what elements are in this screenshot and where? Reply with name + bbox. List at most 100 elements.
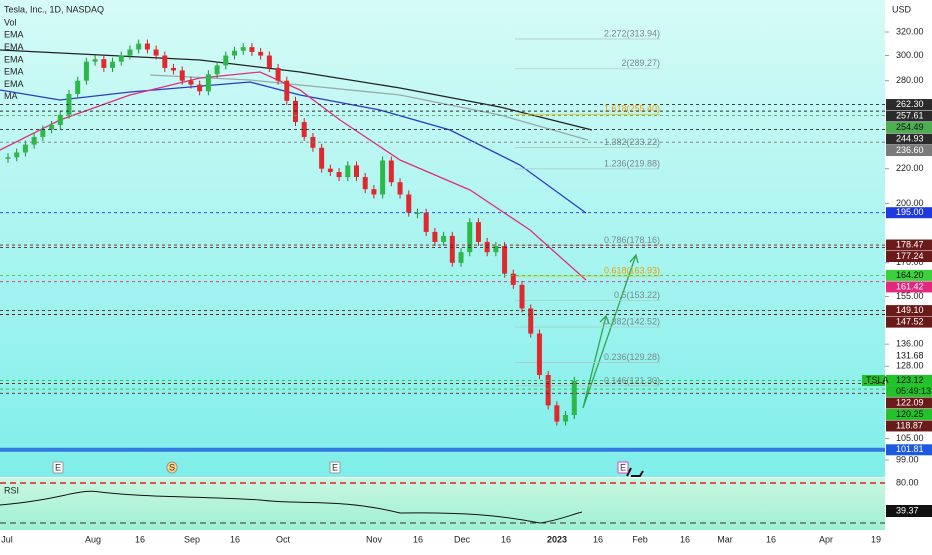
candle [83, 61, 89, 81]
candle [49, 124, 55, 130]
symbol-title: Tesla, Inc., 1D, NASDAQ [4, 4, 104, 14]
candle [127, 49, 133, 56]
price-badge-label: 257.61 [896, 110, 924, 120]
price-tick-label: 220.00 [896, 163, 924, 173]
candle [362, 177, 368, 190]
price-badge [886, 145, 932, 157]
price-badge-label: 120.25 [896, 409, 924, 419]
candle [171, 67, 177, 71]
rsi-badge [886, 505, 932, 517]
indicator-name: EMA [4, 42, 24, 52]
candle [554, 405, 560, 422]
candle [380, 160, 386, 195]
candle [136, 43, 142, 50]
price-badge-label: 123.12 [896, 375, 924, 385]
price-badge [886, 133, 932, 145]
price-badge [886, 251, 932, 263]
candle [14, 152, 20, 158]
price-badge-label: 262.30 [896, 99, 924, 109]
candle [223, 55, 229, 66]
time-axis [0, 530, 885, 550]
time-label: Oct [276, 534, 291, 544]
time-label: Feb [632, 534, 648, 544]
candle [75, 80, 81, 94]
price-tick-label: 170.00 [896, 257, 924, 267]
candle [258, 51, 264, 56]
time-label: 16 [766, 534, 776, 544]
price-badge-label: 101.81 [896, 444, 924, 454]
price-badge-label: 236.60 [896, 145, 924, 155]
price-tick-label: 128.00 [896, 361, 924, 371]
candle [179, 70, 185, 81]
price-badge [886, 408, 932, 420]
time-label: Dec [454, 534, 471, 544]
rsi-title: RSI [4, 485, 19, 495]
event-icon [166, 461, 178, 474]
pointer-icon [626, 467, 644, 477]
candle [545, 374, 551, 406]
time-label: 16 [593, 534, 603, 544]
candle [397, 182, 403, 195]
event-label: E [332, 462, 338, 472]
symbol-badge [862, 374, 885, 386]
price-tick-label: 155.00 [896, 291, 924, 301]
indicator-name: EMA [4, 79, 24, 89]
time-label: 2023 [547, 534, 567, 544]
event-icon [52, 461, 64, 474]
candle [449, 235, 455, 263]
price-badge [886, 420, 932, 432]
candle [144, 43, 150, 50]
candle [502, 245, 508, 274]
candle [353, 165, 359, 178]
candle [414, 212, 420, 215]
event-icon [617, 461, 629, 474]
candle [162, 55, 168, 68]
candle [275, 67, 281, 81]
indicator-name: EMA [4, 54, 24, 64]
candle [528, 308, 534, 334]
price-badge-label: 147.52 [896, 316, 924, 326]
time-label: Sep [184, 534, 200, 544]
price-badge [886, 110, 932, 122]
price-tick-label: 300.00 [896, 50, 924, 60]
price-badge [886, 99, 932, 111]
fib-label: 2(289.27) [621, 58, 660, 68]
candle [31, 136, 37, 145]
rsi-line [0, 490, 583, 524]
candle [110, 61, 116, 68]
price-tick-label: 200.00 [896, 198, 924, 208]
candle [57, 114, 63, 125]
time-label: 16 [230, 534, 240, 544]
time-label: Jul [1, 534, 13, 544]
candle [301, 122, 307, 137]
candle [519, 284, 525, 309]
candle [423, 212, 429, 232]
symbol-label: TSLA [866, 375, 889, 385]
candle [484, 241, 490, 253]
price-badge-label: 164.20 [896, 270, 924, 280]
candle [388, 160, 394, 183]
price-badge [886, 122, 932, 134]
price-badge [886, 305, 932, 317]
indicator-name: EMA [4, 67, 24, 77]
indicator-name: EMA [4, 30, 24, 40]
price-badge-label: 149.10 [896, 305, 924, 315]
candle [118, 55, 124, 62]
price-badge [886, 444, 932, 456]
event-label: E [55, 462, 61, 472]
candle [571, 380, 577, 415]
time-label: 16 [135, 534, 145, 544]
fib-label: 2.272(313.94) [604, 28, 660, 38]
candle [205, 74, 211, 92]
price-badge [886, 374, 932, 386]
countdown-badge [886, 385, 932, 397]
candle [336, 172, 342, 178]
candle [345, 165, 351, 178]
candle [153, 49, 159, 56]
time-label: Apr [819, 534, 833, 544]
price-badge [886, 350, 932, 362]
price-tick-label: 105.00 [896, 433, 924, 443]
candle [563, 414, 569, 422]
candle [536, 333, 542, 375]
